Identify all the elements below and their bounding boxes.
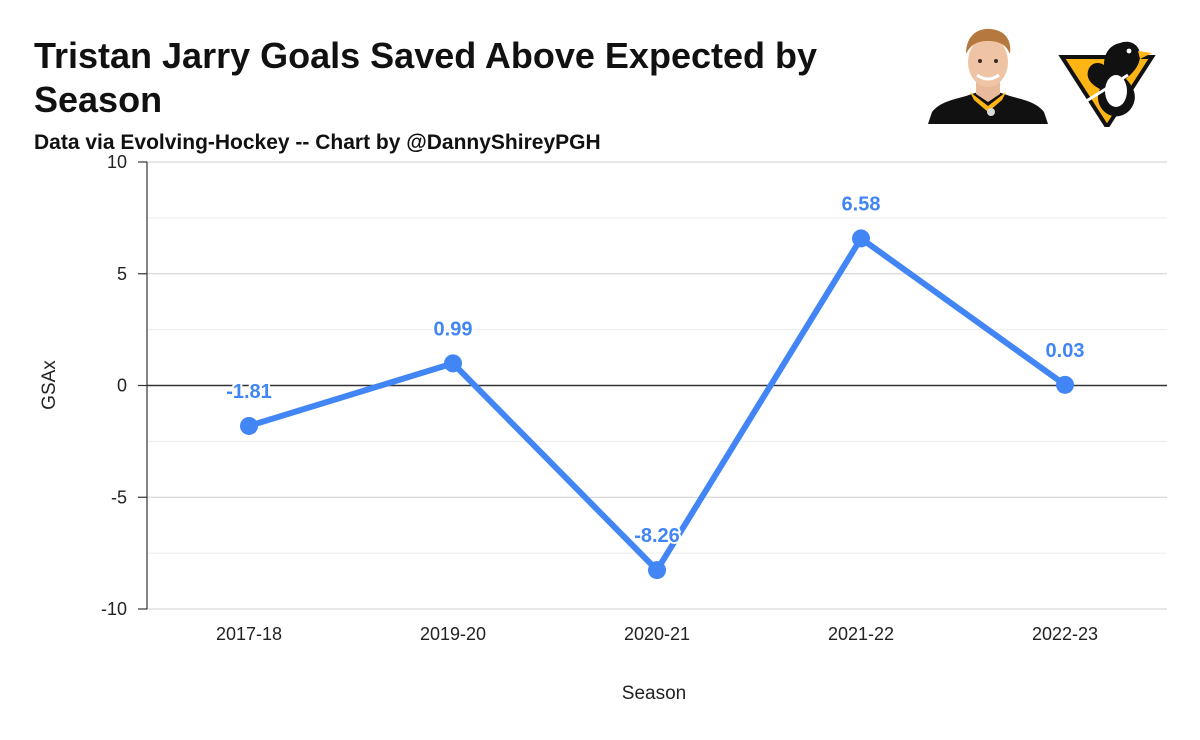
series-line: [246, 235, 1068, 574]
y-tick-label: -10: [101, 599, 127, 619]
axis-layer: 10 5 0 -5 -10 2017-18 2019-20 2020-21 2021-22 202…: [101, 152, 1098, 644]
series-line-layer: [246, 235, 1068, 574]
chart-header: Tristan Jarry Goals Saved Above Expected…: [34, 34, 934, 156]
y-tick-label: 0: [117, 376, 127, 396]
x-axis-title: Season: [622, 683, 686, 704]
data-point: [444, 354, 462, 373]
data-label-layer: -1.81 0.99 -8.26 6.58 0.03: [224, 191, 1086, 549]
x-tick-label: 2022-23: [1032, 624, 1098, 644]
x-tick-label: 2020-21: [624, 624, 690, 644]
data-label: -1.81: [226, 381, 272, 403]
data-label: 0.03: [1046, 340, 1085, 362]
y-tick-label: 10: [107, 152, 127, 172]
data-point: [1056, 375, 1074, 394]
goalie-headshot-icon: [928, 28, 1048, 124]
y-axis-title: GSAx: [39, 360, 60, 410]
chart-subtitle: Data via Evolving-Hockey -- Chart by @Da…: [34, 131, 601, 154]
penguins-logo-icon: [1058, 41, 1156, 127]
grid-layer: [147, 161, 1167, 610]
data-label: -8.26: [634, 525, 680, 547]
y-tick-label: 5: [117, 264, 127, 284]
data-label: 0.99: [434, 318, 473, 340]
data-point: [240, 416, 258, 435]
y-tick-label: -5: [111, 487, 127, 507]
chart-title: Tristan Jarry Goals Saved Above Expected…: [34, 35, 817, 120]
data-label: 6.58: [842, 193, 881, 215]
data-point: [648, 561, 666, 580]
series-point-layer: [240, 229, 1074, 580]
x-tick-label: 2019-20: [420, 624, 486, 644]
x-tick-label: 2021-22: [828, 624, 894, 644]
data-point: [852, 229, 870, 248]
x-tick-label: 2017-18: [216, 624, 282, 644]
